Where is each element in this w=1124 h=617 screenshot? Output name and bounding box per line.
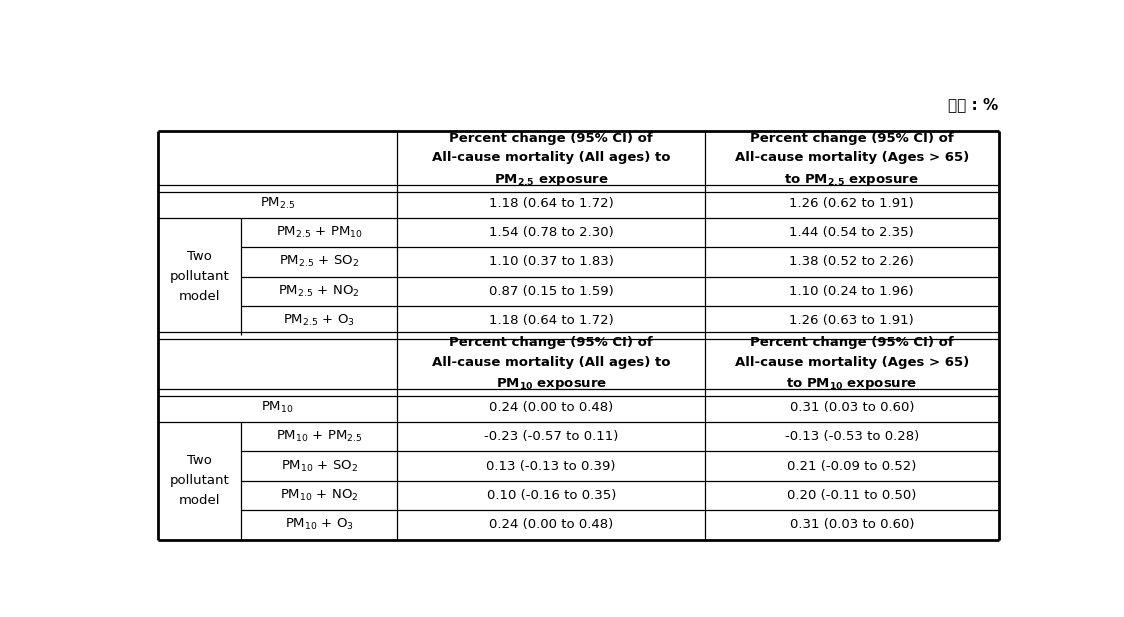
Text: 1.10 (0.24 to 1.96): 1.10 (0.24 to 1.96)	[789, 285, 914, 298]
Text: $\mathregular{PM_{2.5}}$ + $\mathregular{NO_2}$: $\mathregular{PM_{2.5}}$ + $\mathregular…	[279, 284, 360, 299]
Text: $\mathregular{PM_{2.5}}$: $\mathregular{PM_{2.5}}$	[260, 196, 296, 210]
Text: Percent change (95% CI) of
All-cause mortality (Ages > 65)
to $\mathregular{PM_{: Percent change (95% CI) of All-cause mor…	[735, 336, 969, 392]
Text: 1.18 (0.64 to 1.72): 1.18 (0.64 to 1.72)	[489, 197, 614, 210]
Text: 1.38 (0.52 to 2.26): 1.38 (0.52 to 2.26)	[789, 255, 914, 268]
Text: $\mathregular{PM_{10}}$ + $\mathregular{NO_2}$: $\mathregular{PM_{10}}$ + $\mathregular{…	[280, 488, 359, 503]
Text: 단위 : %: 단위 : %	[949, 97, 998, 112]
Text: Percent change (95% CI) of
All-cause mortality (All ages) to
$\mathregular{PM_{1: Percent change (95% CI) of All-cause mor…	[432, 336, 671, 392]
Text: $\mathregular{PM_{10}}$ + $\mathregular{O_3}$: $\mathregular{PM_{10}}$ + $\mathregular{…	[284, 518, 354, 532]
Text: 0.31 (0.03 to 0.60): 0.31 (0.03 to 0.60)	[789, 401, 914, 414]
Text: -0.13 (-0.53 to 0.28): -0.13 (-0.53 to 0.28)	[785, 430, 919, 443]
Text: 1.44 (0.54 to 2.35): 1.44 (0.54 to 2.35)	[789, 226, 914, 239]
Text: $\mathregular{PM_{10}}$ + $\mathregular{PM_{2.5}}$: $\mathregular{PM_{10}}$ + $\mathregular{…	[275, 429, 362, 444]
Text: $\mathregular{PM_{2.5}}$ + $\mathregular{SO_2}$: $\mathregular{PM_{2.5}}$ + $\mathregular…	[279, 254, 359, 270]
Text: Two
pollutant
model: Two pollutant model	[170, 454, 229, 507]
Text: 1.26 (0.63 to 1.91): 1.26 (0.63 to 1.91)	[789, 314, 914, 327]
Text: 0.13 (-0.13 to 0.39): 0.13 (-0.13 to 0.39)	[487, 460, 616, 473]
Text: Two
pollutant
model: Two pollutant model	[170, 250, 229, 303]
Text: 0.20 (-0.11 to 0.50): 0.20 (-0.11 to 0.50)	[787, 489, 916, 502]
Text: 0.24 (0.00 to 0.48): 0.24 (0.00 to 0.48)	[489, 518, 614, 531]
Text: Percent change (95% CI) of
All-cause mortality (All ages) to
$\mathregular{PM_{2: Percent change (95% CI) of All-cause mor…	[432, 132, 671, 188]
Text: 0.87 (0.15 to 1.59): 0.87 (0.15 to 1.59)	[489, 285, 614, 298]
Text: 1.54 (0.78 to 2.30): 1.54 (0.78 to 2.30)	[489, 226, 614, 239]
Text: Percent change (95% CI) of
All-cause mortality (Ages > 65)
to $\mathregular{PM_{: Percent change (95% CI) of All-cause mor…	[735, 132, 969, 188]
Text: 0.31 (0.03 to 0.60): 0.31 (0.03 to 0.60)	[789, 518, 914, 531]
Text: $\mathregular{PM_{10}}$ + $\mathregular{SO_2}$: $\mathregular{PM_{10}}$ + $\mathregular{…	[281, 458, 357, 474]
Text: $\mathregular{PM_{10}}$: $\mathregular{PM_{10}}$	[262, 400, 294, 415]
Text: $\mathregular{PM_{2.5}}$ + $\mathregular{PM_{10}}$: $\mathregular{PM_{2.5}}$ + $\mathregular…	[275, 225, 363, 240]
Text: 1.10 (0.37 to 1.83): 1.10 (0.37 to 1.83)	[489, 255, 614, 268]
Text: 0.21 (-0.09 to 0.52): 0.21 (-0.09 to 0.52)	[787, 460, 916, 473]
Text: 0.10 (-0.16 to 0.35): 0.10 (-0.16 to 0.35)	[487, 489, 616, 502]
Text: -0.23 (-0.57 to 0.11): -0.23 (-0.57 to 0.11)	[484, 430, 618, 443]
Text: 0.24 (0.00 to 0.48): 0.24 (0.00 to 0.48)	[489, 401, 614, 414]
Text: 1.26 (0.62 to 1.91): 1.26 (0.62 to 1.91)	[789, 197, 914, 210]
Text: $\mathregular{PM_{2.5}}$ + $\mathregular{O_3}$: $\mathregular{PM_{2.5}}$ + $\mathregular…	[283, 313, 355, 328]
Text: 1.18 (0.64 to 1.72): 1.18 (0.64 to 1.72)	[489, 314, 614, 327]
